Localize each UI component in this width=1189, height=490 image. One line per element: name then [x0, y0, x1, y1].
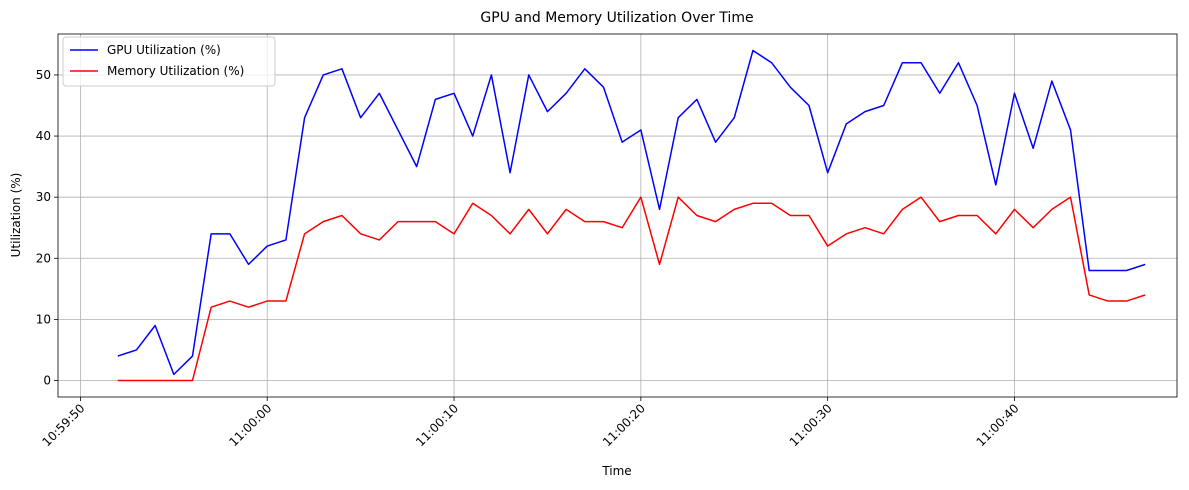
- x-tick-label: 11:00:10: [413, 401, 461, 449]
- legend: GPU Utilization (%) Memory Utilization (…: [62, 36, 276, 87]
- x-tick-label: 10:59:50: [40, 401, 88, 449]
- y-tick-label: 0: [43, 374, 51, 388]
- legend-label-memory: Memory Utilization (%): [107, 64, 244, 78]
- y-tick-label: 30: [36, 190, 51, 204]
- y-tick-label: 40: [36, 129, 51, 143]
- legend-box: [62, 36, 276, 87]
- x-tick-label: 11:00:40: [974, 401, 1022, 449]
- x-tick-label: 11:00:30: [787, 401, 835, 449]
- chart-title: GPU and Memory Utilization Over Time: [480, 10, 753, 26]
- y-tick-label: 50: [36, 68, 51, 82]
- x-tick-label: 11:00:00: [226, 401, 274, 449]
- x-tick-label: 11:00:20: [600, 401, 648, 449]
- y-tick-label: 20: [36, 251, 51, 265]
- plot-frame: [57, 33, 1178, 398]
- series-lines: [117, 49, 1146, 382]
- legend-label-gpu: GPU Utilization (%): [107, 43, 221, 57]
- x-axis-label: Time: [601, 464, 631, 478]
- y-tick-label: 10: [36, 312, 51, 326]
- y-axis-label: Utilization (%): [9, 173, 23, 258]
- series-line-gpu: [117, 49, 1146, 376]
- series-line-memory: [117, 196, 1146, 382]
